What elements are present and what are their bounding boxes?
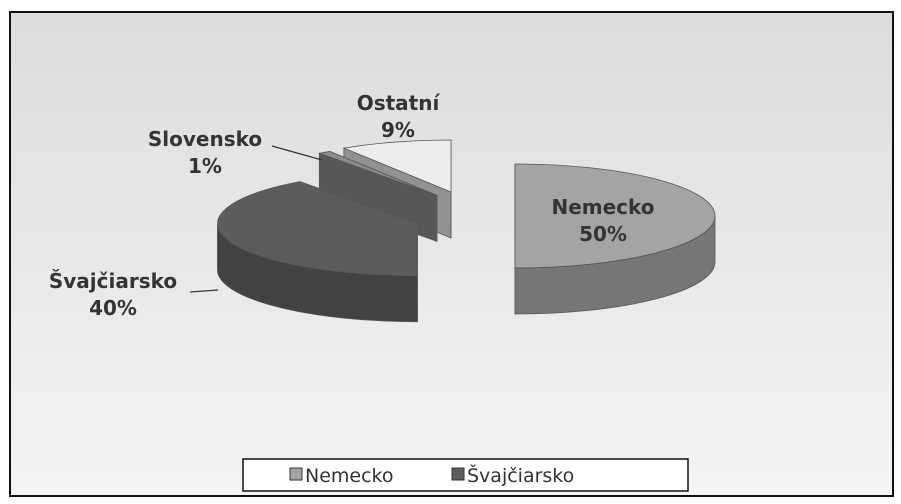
category-label: Ostatní [357,91,441,115]
legend-label: Švajčiarsko [467,463,574,487]
data-labels: Nemecko 50% Švajčiarsko 40% Slovensko 1% Ostat… [49,91,655,320]
category-label: Slovensko [148,127,262,151]
value-label: 40% [89,296,137,320]
pie-slice [317,150,438,242]
slice-top [217,181,418,277]
legend-swatch [451,467,465,481]
legend-label: Nemecko [305,465,394,487]
value-label: 50% [579,222,627,246]
category-label: Švajčiarsko [49,269,177,293]
legend-swatch [289,467,303,481]
pie-slice [514,163,716,315]
leader-line [271,145,323,161]
slice-top [342,139,452,193]
legend: Nemecko Švajčiarsko [242,458,689,492]
value-label: 1% [188,154,222,178]
pie [217,139,716,323]
leader-line [189,289,219,293]
slice-top [317,151,438,196]
chart-frame [9,11,894,497]
pie-slice [217,181,418,323]
value-label: 9% [381,118,415,142]
slice-top [514,163,716,269]
legend-box [242,458,689,492]
category-label: Nemecko [551,195,654,219]
